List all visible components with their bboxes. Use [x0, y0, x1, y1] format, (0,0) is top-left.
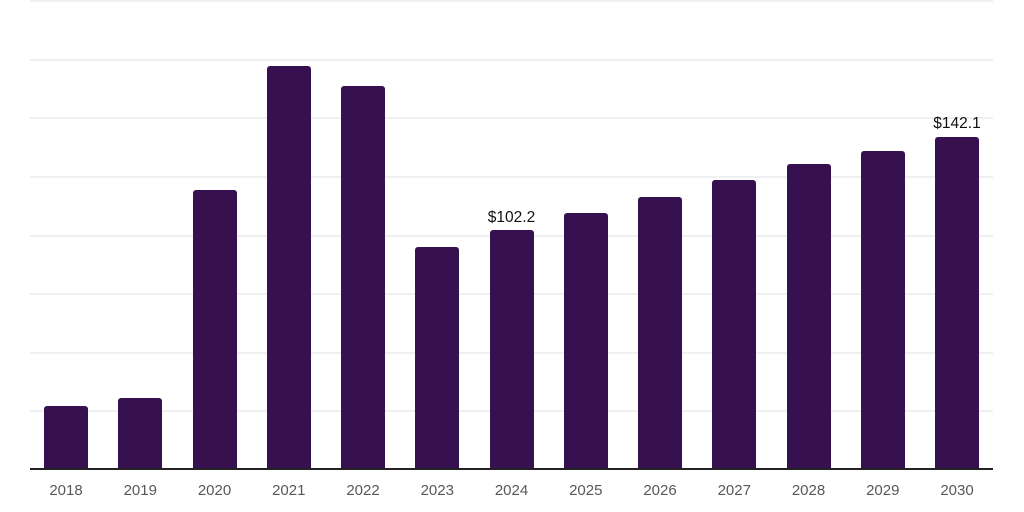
bar-cell-2020 — [192, 1, 237, 470]
bar-cell-2029 — [860, 1, 905, 470]
x-axis-label-2030: 2030 — [940, 482, 974, 499]
x-axis-labels: 2018 2019 2020 2021 2022 2023 2024 2025 2026 2027… — [30, 483, 993, 498]
gridline — [30, 175, 993, 178]
bar-cell-2026 — [638, 1, 682, 470]
gridline — [30, 0, 993, 2]
bar-2024 — [489, 230, 534, 470]
x-axis-label-2027: 2027 — [717, 482, 751, 499]
bar-2028 — [786, 164, 831, 470]
bar-2021 — [266, 66, 311, 470]
bar-cell-2030: $142.1 — [933, 1, 981, 470]
bar-cell-2025 — [563, 1, 608, 470]
bar-cell-2024: $102.2 — [487, 1, 536, 470]
bar-2019 — [118, 397, 163, 470]
x-axis-label-2029: 2029 — [866, 482, 900, 499]
bar-2030 — [935, 136, 979, 470]
x-axis-label-2018: 2018 — [49, 482, 83, 499]
bar-cell-2019 — [118, 1, 163, 470]
gridline — [30, 117, 993, 120]
x-axis-label-2020: 2020 — [197, 482, 232, 499]
bar-2022 — [341, 85, 385, 470]
bar-cell-2028 — [786, 1, 831, 470]
bar-cell-2022 — [341, 1, 385, 470]
bar-2023 — [415, 246, 460, 470]
x-axis-label-2028: 2028 — [791, 482, 826, 499]
bar-2026 — [638, 196, 682, 470]
bar-2020 — [192, 189, 237, 470]
bar-cell-2021 — [266, 1, 311, 470]
x-axis-label-2021: 2021 — [272, 482, 306, 499]
bar-2027 — [712, 179, 757, 470]
x-axis-label-2019: 2019 — [123, 482, 157, 499]
x-axis-line — [30, 468, 993, 470]
bars-track: $102.2 $142.1 — [44, 1, 981, 470]
x-axis-label-2026: 2026 — [643, 482, 677, 499]
bar-cell-2027 — [712, 1, 757, 470]
bar-2025 — [563, 212, 608, 470]
plot-area: $102.2 $142.1 — [30, 0, 993, 470]
bar-cell-2023 — [415, 1, 460, 470]
x-axis-label-2022: 2022 — [346, 482, 380, 499]
data-label-2024: $102.2 — [487, 208, 536, 226]
data-label-2030: $142.1 — [933, 115, 981, 133]
x-axis-label-2025: 2025 — [569, 482, 603, 499]
x-axis-label-2024: 2024 — [494, 482, 529, 499]
bar-cell-2018 — [44, 1, 88, 470]
gridline — [30, 58, 993, 61]
bar-2018 — [44, 405, 88, 470]
bar-2029 — [860, 150, 905, 470]
x-axis-label-2023: 2023 — [420, 482, 454, 499]
